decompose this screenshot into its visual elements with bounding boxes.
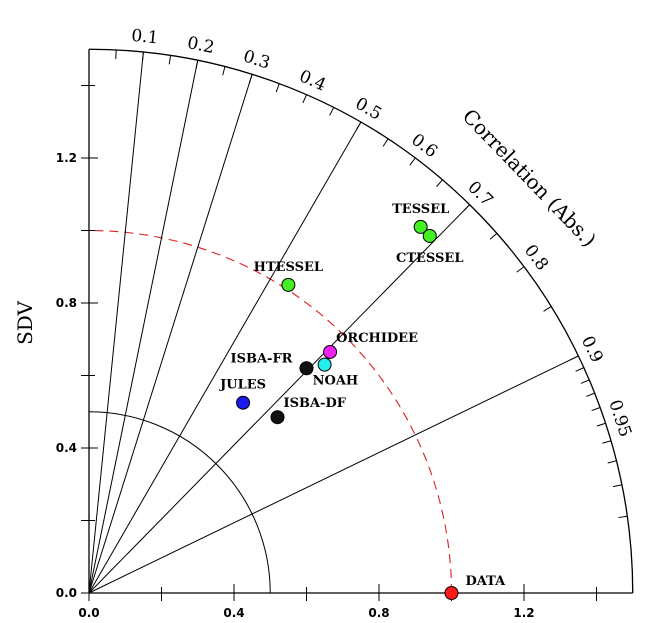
inner-sd-arc: [88, 411, 271, 594]
correlation-ray-0.7: [88, 204, 470, 594]
correlation-ray-0.1: [88, 51, 144, 594]
x-tick-label: 0.8: [368, 606, 389, 620]
point-data: [444, 586, 459, 600]
correlation-minor-tick: [168, 55, 172, 65]
point-label-tessel: TESSEL: [392, 202, 449, 217]
correlation-tick-label: 0.2: [185, 33, 216, 58]
point-label-ctessel: CTESSEL: [396, 251, 463, 266]
x-tick-label: 0.4: [223, 606, 244, 620]
y-tick-label: 0.4: [56, 441, 77, 455]
correlation-minor-tick: [612, 484, 622, 488]
x-tick-label: 1.2: [513, 606, 534, 620]
y-tick-label: 1.2: [56, 151, 77, 165]
correlation-minor-tick: [462, 204, 470, 212]
correlation-tick-label: 0.1: [130, 26, 159, 49]
point-orchidee: [323, 344, 338, 359]
point-tessel: [413, 219, 428, 234]
correlation-minor-tick: [570, 355, 579, 361]
correlation-minor-tick: [602, 440, 612, 444]
correlation-tick-label: 0.6: [407, 130, 441, 162]
correlation-minor-tick: [489, 232, 498, 240]
point-isba-df: [270, 410, 285, 425]
correlation-minor-tick: [382, 138, 389, 147]
correlation-minor-tick: [591, 407, 601, 412]
correlation-minor-tick: [516, 266, 525, 273]
point-label-isba-fr: ISBA-FR: [231, 351, 293, 366]
correlation-minor-tick: [195, 60, 199, 70]
outer-arc: [88, 48, 634, 594]
correlation-minor-tick: [543, 306, 552, 312]
correlation-minor-tick: [275, 83, 280, 93]
grid-layer: [88, 51, 579, 594]
correlation-ray-0.5: [88, 121, 362, 594]
point-label-htessel: HTESSEL: [254, 260, 323, 275]
y-tick-label: 0.8: [56, 296, 77, 310]
correlation-ray-0.3: [88, 74, 253, 594]
point-isba-fr: [299, 361, 314, 376]
correlation-minor-tick: [575, 367, 585, 372]
correlation-tick-label: 0.3: [241, 46, 273, 73]
correlation-minor-tick: [436, 179, 443, 187]
y-tick-label: 0.0: [56, 586, 77, 600]
point-label-noah: NOAH: [313, 374, 359, 389]
correlation-minor-tick: [222, 66, 226, 76]
correlation-minor-tick: [141, 51, 144, 61]
point-jules: [236, 395, 251, 410]
y-axis-title: SDV: [13, 301, 37, 345]
point-htessel: [281, 277, 296, 292]
correlation-minor-tick: [580, 379, 590, 384]
point-label-isba-df: ISBA-DF: [284, 396, 347, 411]
correlation-minor-tick: [586, 392, 595, 397]
correlation-minor-tick: [329, 107, 335, 116]
correlation-minor-tick: [355, 121, 362, 131]
correlation-minor-tick: [618, 515, 628, 519]
axis-layer: 0.1 0.20.30.40.50.60.70.80.90.950.00.00.4…: [56, 26, 635, 620]
point-label-orchidee: ORCHIDEE: [336, 331, 418, 346]
reference-sd-arc: [88, 229, 453, 594]
point-label-jules: JULES: [219, 378, 266, 393]
correlation-minor-tick: [596, 422, 606, 427]
x-tick-label: 0.0: [78, 606, 99, 620]
correlation-minor-tick: [248, 74, 253, 84]
correlation-tick-label: 0.8: [520, 241, 552, 275]
point-layer: TESSEL CTESSEL HTESSEL ORCHIDEE NOAH ISBA-FR J…: [219, 202, 506, 600]
correlation-minor-tick: [607, 460, 617, 464]
correlation-ray-0.2: [88, 60, 199, 594]
correlation-minor-tick: [302, 94, 307, 104]
point-label-data: DATA: [466, 574, 507, 589]
point-noah: [317, 357, 332, 372]
correlation-ray-0.9: [88, 355, 579, 594]
correlation-tick-label: 0.4: [296, 66, 329, 95]
correlation-minor-tick: [409, 157, 416, 166]
point-ctessel: [422, 228, 437, 243]
